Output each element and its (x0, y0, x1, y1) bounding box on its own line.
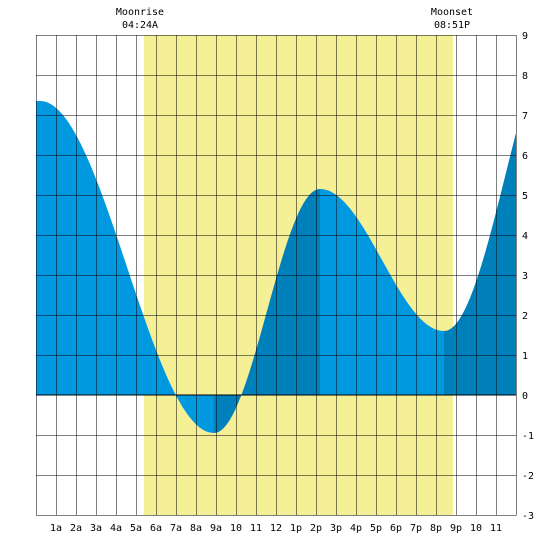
x-tick-label: 4p (350, 523, 362, 534)
x-tick-label: 5p (370, 523, 382, 534)
x-tick-label: 2a (70, 523, 82, 534)
x-tick-label: 11 (250, 523, 262, 534)
tide-area-falling (320, 189, 444, 395)
x-tick-label: 11 (490, 523, 502, 534)
grid-layer (35, 34, 517, 516)
x-tick-label: 9a (210, 523, 222, 534)
y-tick-label: -1 (522, 431, 534, 442)
y-tick-label: 1 (522, 351, 528, 362)
y-tick-label: 4 (522, 231, 528, 242)
tide-area-layer (36, 101, 516, 433)
tide-area-falling (40, 101, 214, 433)
y-tick-label: 8 (522, 71, 528, 82)
tide-area-rising (214, 189, 320, 433)
y-tick-label: -2 (522, 471, 534, 482)
tide-area-rising (444, 133, 516, 395)
x-tick-label: 12 (270, 523, 282, 534)
x-tick-label: 8p (430, 523, 442, 534)
y-tick-label: 2 (522, 311, 528, 322)
x-tick-label: 10 (470, 523, 482, 534)
x-tick-label: 3a (90, 523, 102, 534)
x-tick-label: 7a (170, 523, 182, 534)
x-tick-label: 1a (50, 523, 62, 534)
y-tick-label: 7 (522, 111, 528, 122)
y-tick-label: 6 (522, 151, 528, 162)
y-tick-label: -3 (522, 511, 534, 522)
x-tick-label: 3p (330, 523, 342, 534)
x-tick-label: 4a (110, 523, 122, 534)
y-tick-label: 9 (522, 31, 528, 42)
x-tick-label: 9p (450, 523, 462, 534)
tide-area-falling (36, 101, 40, 395)
plot-border (35, 34, 517, 516)
moonrise-time: 04:24A (122, 20, 158, 31)
label-layer: Moonrise 04:24A Moonset 08:51P 9 8 7 6 5 4 3 2 1… (50, 7, 534, 534)
moonrise-label: Moonrise (116, 7, 164, 18)
x-tick-label: 6a (150, 523, 162, 534)
moonset-label: Moonset (431, 7, 473, 18)
x-tick-label: 6p (390, 523, 402, 534)
y-tick-label: 0 (522, 391, 528, 402)
x-tick-label: 1p (290, 523, 302, 534)
y-tick-label: 5 (522, 191, 528, 202)
x-tick-label: 8a (190, 523, 202, 534)
moonset-time: 08:51P (434, 20, 470, 31)
x-tick-label: 2p (310, 523, 322, 534)
x-tick-label: 10 (230, 523, 242, 534)
x-tick-label: 5a (130, 523, 142, 534)
y-tick-label: 3 (522, 271, 528, 282)
x-tick-label: 7p (410, 523, 422, 534)
